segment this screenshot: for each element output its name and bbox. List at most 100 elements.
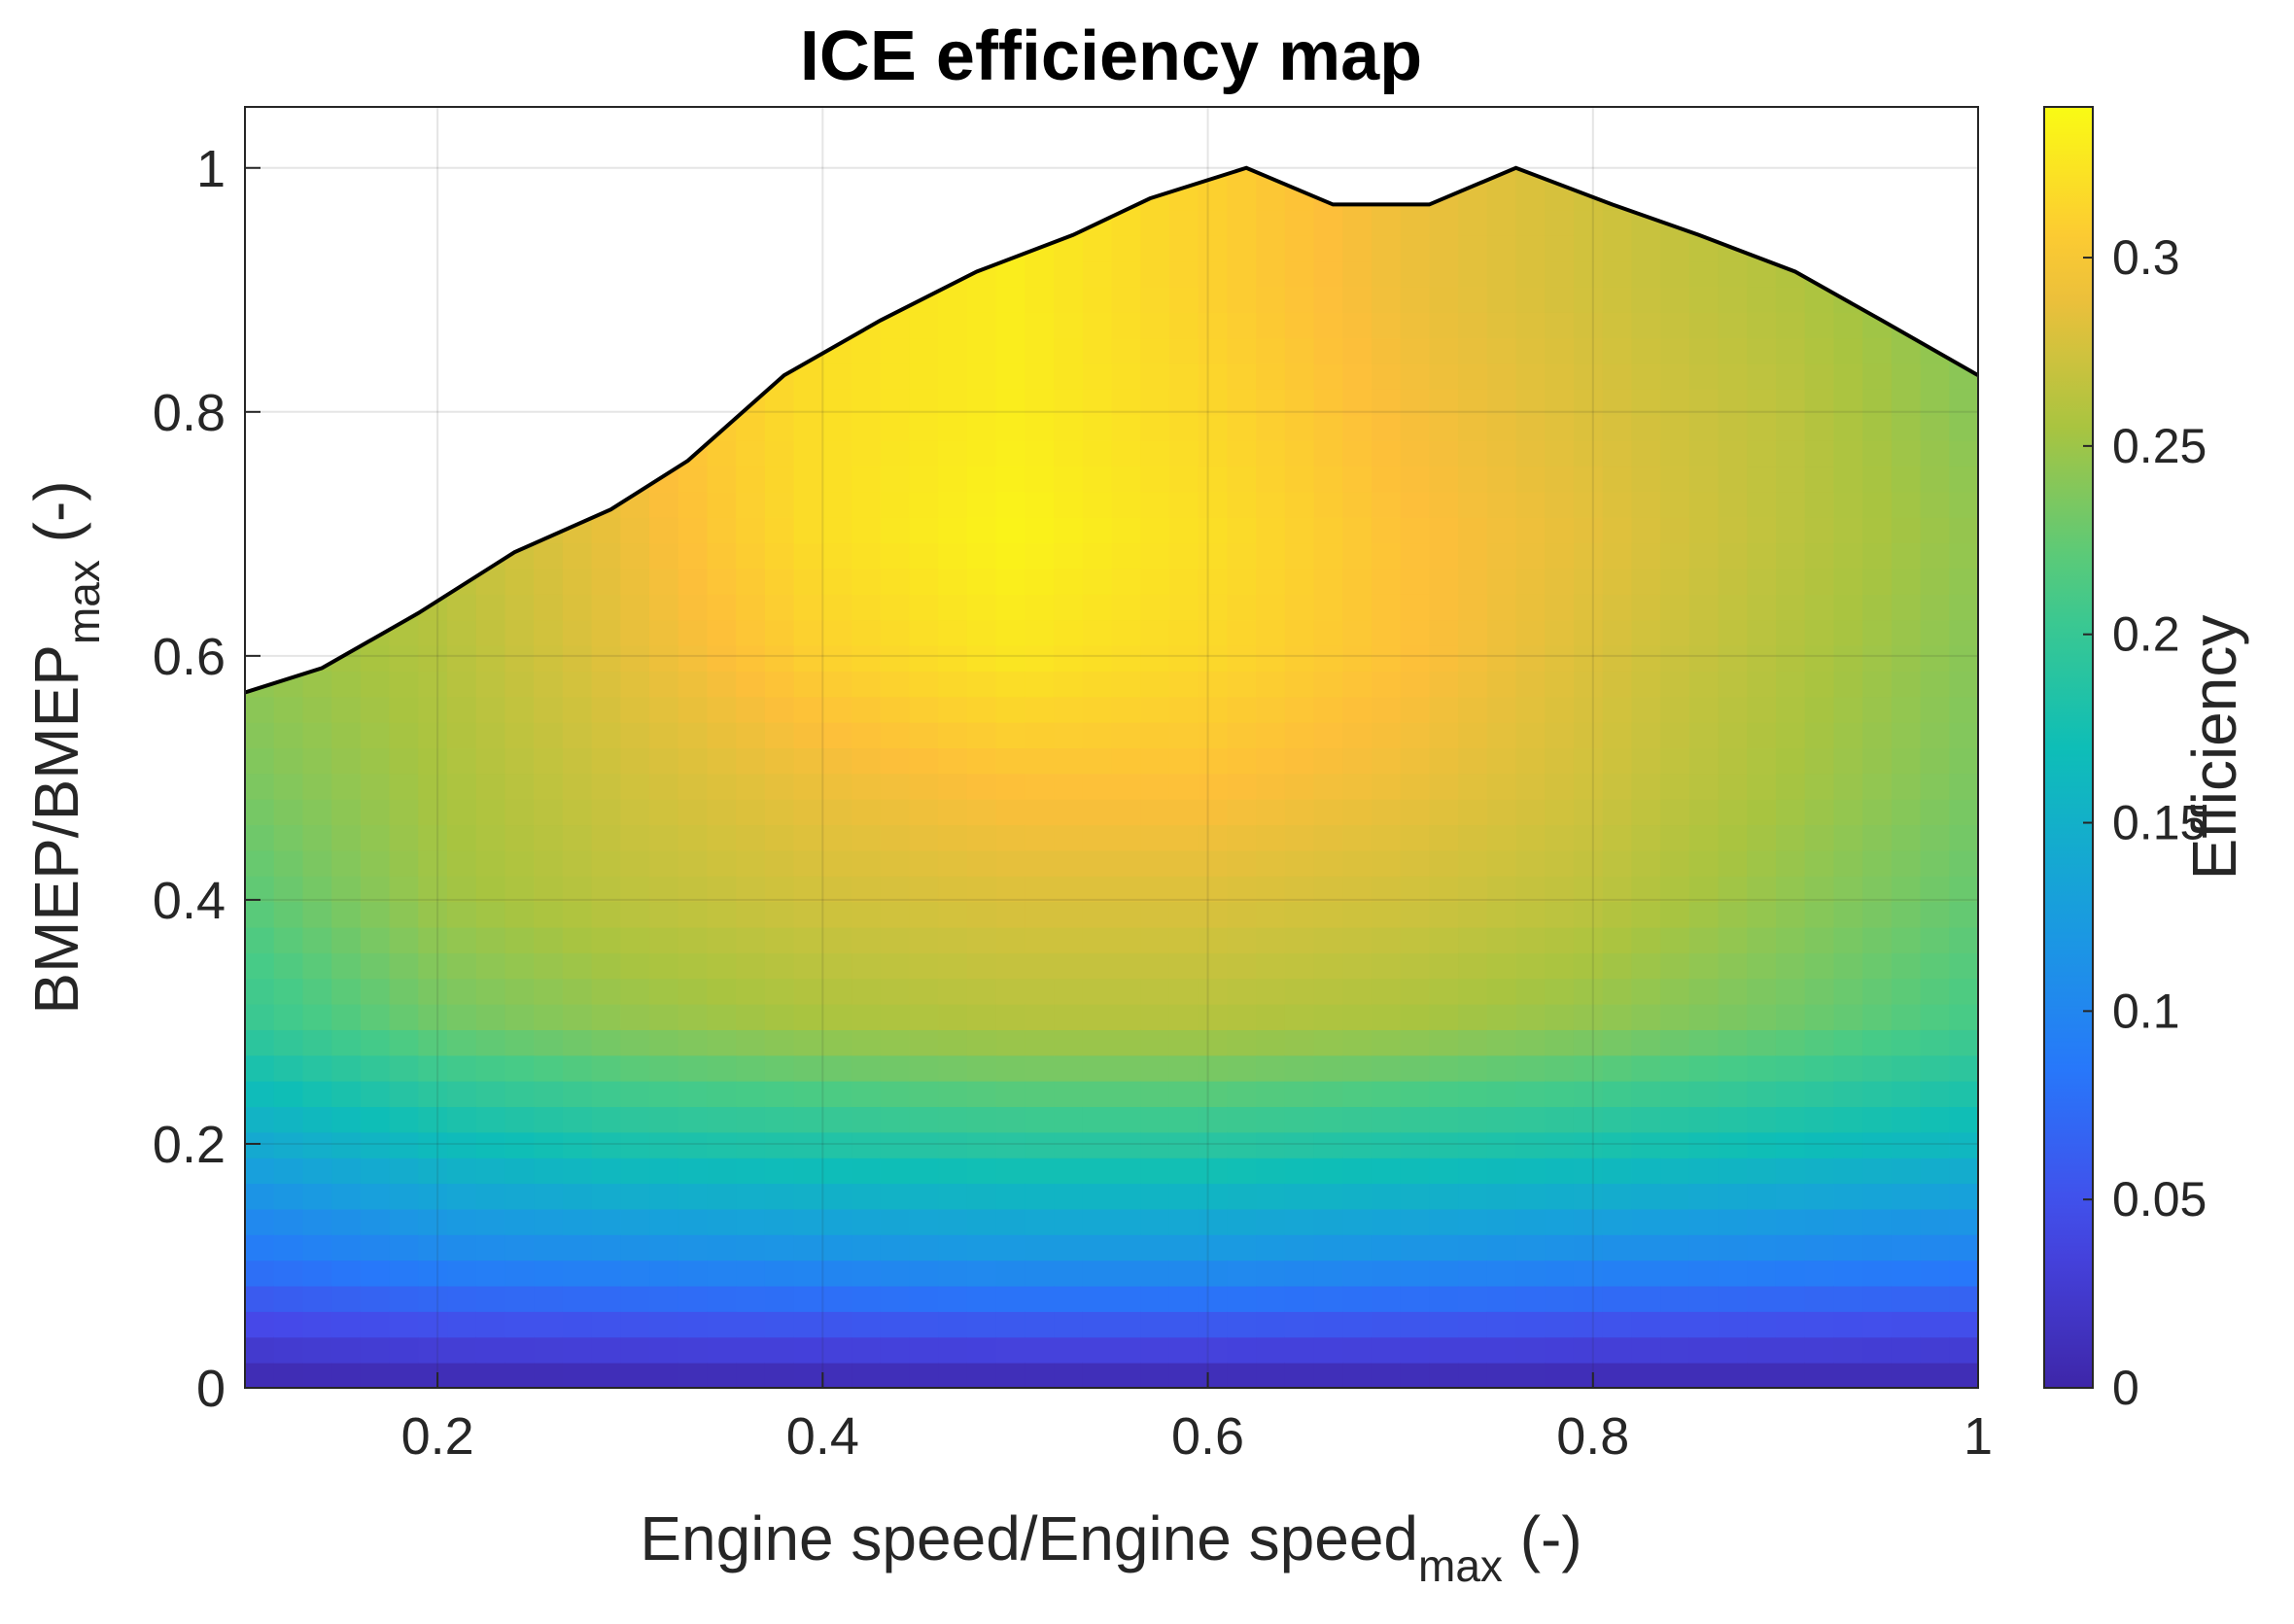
efficiency-cell: [1718, 619, 1749, 646]
efficiency-cell: [360, 1233, 391, 1261]
efficiency-cell: [1111, 798, 1142, 826]
efficiency-cell: [1688, 1183, 1720, 1210]
efficiency-cell: [1313, 1233, 1344, 1261]
efficiency-cell: [1660, 875, 1690, 903]
efficiency-cell: [852, 1208, 882, 1235]
efficiency-cell: [1313, 1183, 1344, 1210]
efficiency-cell: [1775, 875, 1806, 903]
efficiency-cell: [1688, 1285, 1720, 1312]
efficiency-cell: [1198, 568, 1229, 595]
efficiency-cell: [620, 875, 651, 903]
efficiency-cell: [1545, 1003, 1575, 1030]
efficiency-cell: [1227, 593, 1258, 621]
efficiency-cell: [1775, 311, 1806, 339]
efficiency-cell: [1198, 1054, 1229, 1082]
efficiency-cell: [707, 593, 738, 621]
efficiency-cell: [591, 1285, 622, 1312]
efficiency-cell: [1025, 363, 1056, 390]
efficiency-cell: [649, 1260, 679, 1287]
efficiency-cell: [1631, 619, 1662, 646]
efficiency-cell: [1545, 439, 1575, 467]
efficiency-cell: [389, 1233, 420, 1261]
efficiency-cell: [389, 875, 420, 903]
efficiency-cell: [504, 1183, 536, 1210]
efficiency-cell: [649, 696, 679, 723]
efficiency-cell: [1111, 901, 1142, 928]
efficiency-cell: [1168, 1260, 1199, 1287]
efficiency-cell: [1054, 1233, 1084, 1261]
efficiency-cell: [591, 644, 622, 672]
efficiency-cell: [1342, 1003, 1373, 1030]
efficiency-cell: [1168, 516, 1199, 544]
efficiency-cell: [534, 849, 564, 877]
efficiency-cell: [389, 926, 420, 953]
efficiency-cell: [649, 1157, 679, 1185]
efficiency-cell: [331, 1233, 362, 1261]
efficiency-cell: [1025, 1233, 1056, 1261]
efficiency-cell: [1342, 1157, 1373, 1185]
efficiency-cell: [1660, 901, 1690, 928]
efficiency-cell: [1342, 747, 1373, 775]
efficiency-cell: [1140, 1054, 1170, 1082]
efficiency-cell: [1949, 568, 1978, 595]
efficiency-cell: [822, 491, 853, 518]
efficiency-cell: [1949, 1362, 1978, 1388]
efficiency-cell: [1833, 619, 1864, 646]
efficiency-cell: [1573, 619, 1604, 646]
efficiency-cell: [1458, 951, 1488, 980]
efficiency-cell: [793, 1362, 824, 1388]
efficiency-cell: [822, 1106, 853, 1133]
efficiency-cell: [1718, 1310, 1749, 1338]
efficiency-cell: [1111, 926, 1142, 953]
efficiency-cell: [764, 824, 795, 851]
efficiency-cell: [389, 901, 420, 928]
efficiency-cell: [1458, 286, 1488, 313]
efficiency-cell: [1025, 593, 1056, 621]
y-tick-label: 0.6: [153, 628, 226, 686]
efficiency-cell: [1631, 1183, 1662, 1210]
efficiency-cell: [591, 696, 622, 723]
efficiency-cell: [1284, 978, 1315, 1005]
efficiency-cell: [1140, 1260, 1170, 1287]
efficiency-cell: [736, 951, 766, 980]
efficiency-cell: [707, 1233, 738, 1261]
efficiency-cell: [1025, 747, 1056, 775]
efficiency-cell: [793, 773, 824, 800]
efficiency-cell: [793, 1028, 824, 1056]
efficiency-cell: [1400, 1131, 1431, 1158]
efficiency-cell: [966, 849, 997, 877]
efficiency-cell: [880, 1233, 911, 1261]
efficiency-cell: [1804, 1362, 1835, 1388]
efficiency-cell: [1082, 926, 1113, 953]
efficiency-cell: [852, 670, 882, 698]
efficiency-cell: [1227, 747, 1258, 775]
efficiency-cell: [1891, 1336, 1922, 1364]
efficiency-cell: [1631, 670, 1662, 698]
efficiency-cell: [1775, 619, 1806, 646]
efficiency-cell: [1804, 747, 1835, 775]
efficiency-cell: [1400, 1157, 1431, 1185]
efficiency-cell: [1515, 1157, 1547, 1185]
efficiency-cell: [1775, 1362, 1806, 1388]
efficiency-cell: [562, 721, 593, 748]
efficiency-cell: [1833, 542, 1864, 570]
efficiency-cell: [678, 1054, 709, 1082]
efficiency-cell: [678, 1362, 709, 1388]
efficiency-cell: [1631, 849, 1662, 877]
efficiency-cell: [1775, 849, 1806, 877]
efficiency-cell: [1660, 644, 1690, 672]
efficiency-cell: [475, 1208, 506, 1235]
efficiency-cell: [534, 568, 564, 595]
efficiency-cell: [1054, 773, 1084, 800]
efficiency-cell: [678, 516, 709, 544]
efficiency-cell: [793, 696, 824, 723]
efficiency-cell: [1313, 696, 1344, 723]
efficiency-cell: [447, 619, 477, 646]
efficiency-cell: [1025, 849, 1056, 877]
efficiency-cell: [1545, 901, 1575, 928]
efficiency-cell: [1891, 1285, 1922, 1312]
efficiency-cell: [1371, 1362, 1402, 1388]
efficiency-cell: [1833, 1208, 1864, 1235]
efficiency-cell: [1486, 593, 1517, 621]
efficiency-cell: [1515, 798, 1547, 826]
